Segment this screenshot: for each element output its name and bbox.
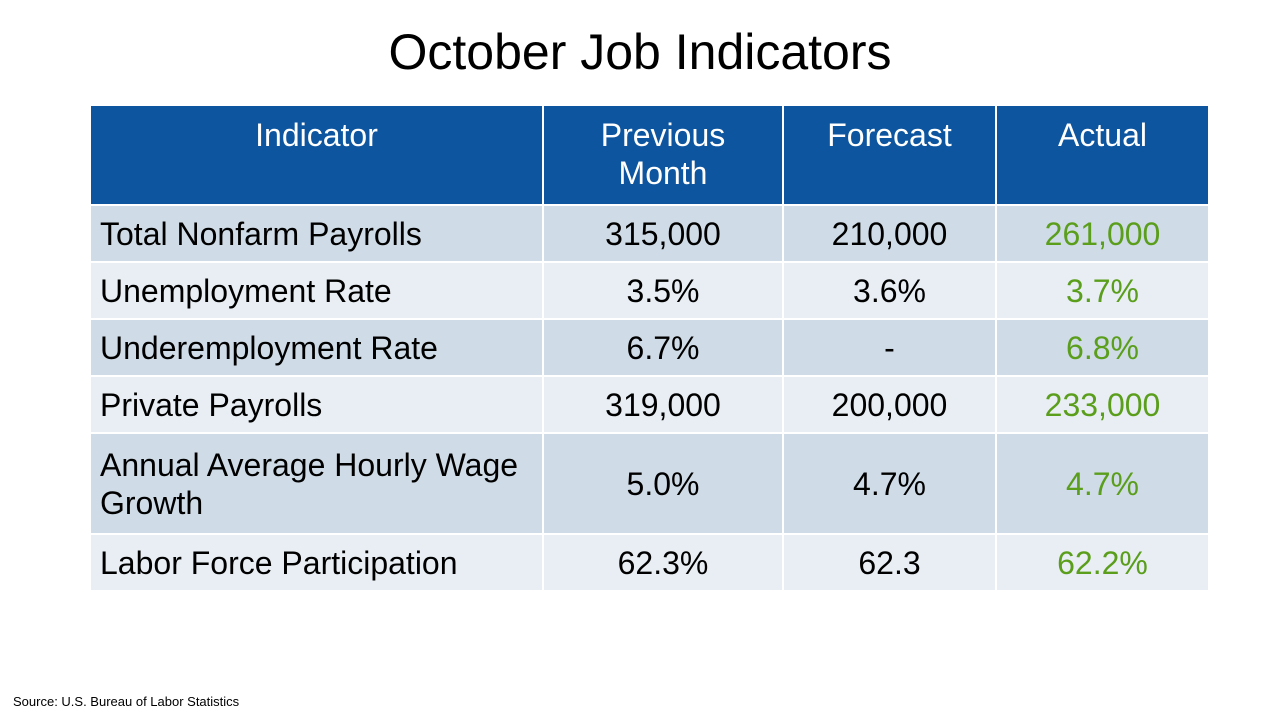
indicator-name: Underemployment Rate bbox=[91, 320, 542, 375]
value-cell: 319,000 bbox=[544, 377, 782, 432]
header-text: Indicator bbox=[255, 117, 378, 153]
column-header: Forecast bbox=[784, 106, 995, 204]
value-cell: 233,000 bbox=[997, 377, 1208, 432]
value-cell: 200,000 bbox=[784, 377, 995, 432]
title: October Job Indicators bbox=[388, 24, 892, 80]
value-cell: 62.3% bbox=[544, 535, 782, 590]
indicator-name: Private Payrolls bbox=[91, 377, 542, 432]
value-cell: 3.5% bbox=[544, 263, 782, 318]
table-header: Indicator Previous Month Forecast Actual bbox=[91, 106, 1208, 204]
column-header: Previous Month bbox=[544, 106, 782, 204]
table-body: Total Nonfarm Payrolls 315,000 210,000 261,… bbox=[91, 206, 1208, 590]
value-cell: 3.6% bbox=[784, 263, 995, 318]
table-row: Private Payrolls 319,000 200,000 233,000 bbox=[91, 377, 1208, 432]
indicator-name: Unemployment Rate bbox=[91, 263, 542, 318]
value-cell: - bbox=[784, 320, 995, 375]
table-row: Underemployment Rate 6.7% -6.8% bbox=[91, 320, 1208, 375]
value-cell: 6.7% bbox=[544, 320, 782, 375]
value-cell: 6.8% bbox=[997, 320, 1208, 375]
value-cell: 3.7% bbox=[997, 263, 1208, 318]
column-header: Indicator bbox=[91, 106, 542, 204]
indicator-table: Indicator Previous Month Forecast Actual To… bbox=[89, 104, 1210, 592]
header-row: Indicator Previous Month Forecast Actual bbox=[91, 106, 1208, 204]
value-cell: 62.3 bbox=[784, 535, 995, 590]
table-row: Total Nonfarm Payrolls 315,000 210,000 261,… bbox=[91, 206, 1208, 261]
header-text: Previous Month bbox=[600, 117, 726, 191]
column-header: Actual bbox=[997, 106, 1208, 204]
indicator-name: Total Nonfarm Payrolls bbox=[91, 206, 542, 261]
table-row: Annual Average Hourly Wage Growth 5.0% 4.7… bbox=[91, 434, 1208, 533]
value-cell: 210,000 bbox=[784, 206, 995, 261]
value-cell: 4.7% bbox=[784, 434, 995, 533]
indicator-name: Annual Average Hourly Wage Growth bbox=[91, 434, 542, 533]
table-row: Labor Force Participation 62.3% 62.3 62.2% bbox=[91, 535, 1208, 590]
header-text: Forecast bbox=[827, 117, 952, 153]
value-cell: 4.7% bbox=[997, 434, 1208, 533]
value-cell: 261,000 bbox=[997, 206, 1208, 261]
source-note: Source: U.S. Bureau of Labor Statistics bbox=[13, 694, 240, 709]
value-cell: 62.2% bbox=[997, 535, 1208, 590]
value-cell: 5.0% bbox=[544, 434, 782, 533]
indicator-name: Labor Force Participation bbox=[91, 535, 542, 590]
table-row: Unemployment Rate 3.5% 3.6% 3.7% bbox=[91, 263, 1208, 318]
value-cell: 315,000 bbox=[544, 206, 782, 261]
header-text: Actual bbox=[1058, 117, 1147, 153]
